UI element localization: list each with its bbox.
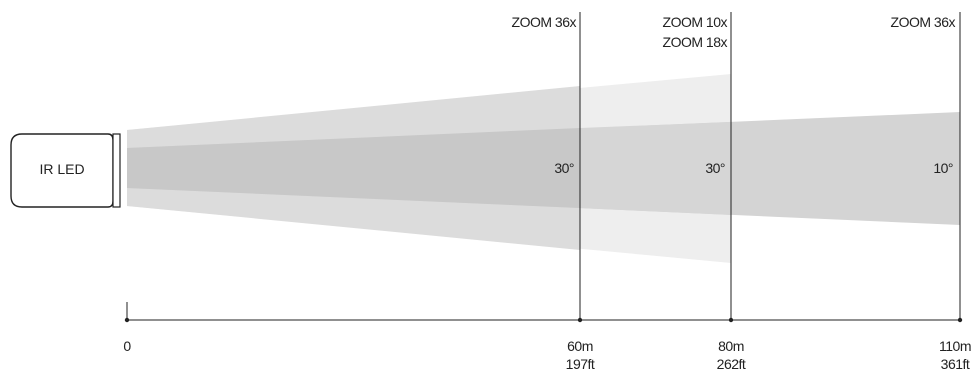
- zoom-label-110m: ZOOM 36x: [891, 14, 956, 30]
- axis-label-60m: 60m: [567, 338, 593, 354]
- angle-label-80m: 30°: [705, 160, 725, 176]
- zoom-label-60m: ZOOM 36x: [512, 14, 577, 30]
- zoom-label-80m-a: ZOOM 10x: [663, 14, 728, 30]
- axis-label-0: 0: [123, 338, 131, 354]
- beam-overlap-mid: [580, 122, 731, 215]
- ir-led-label: IR LED: [39, 161, 84, 177]
- angle-label-110m: 10°: [933, 160, 953, 176]
- axis-label-361ft: 361ft: [941, 356, 970, 372]
- axis-label-110m: 110m: [939, 338, 971, 354]
- axis-dot-60m: [577, 317, 583, 323]
- axis-label-197ft: 197ft: [566, 356, 595, 372]
- zoom-label-80m-b: ZOOM 18x: [663, 34, 728, 50]
- axis-dot-80m: [728, 317, 734, 323]
- angle-label-60m: 30°: [554, 160, 574, 176]
- axis-dot-0: [124, 317, 130, 323]
- axis-dot-110m: [957, 317, 963, 323]
- axis-label-80m: 80m: [718, 338, 744, 354]
- axis-label-262ft: 262ft: [717, 356, 746, 372]
- ir-led-lens: [112, 133, 121, 208]
- beam-overlap-core: [127, 128, 580, 208]
